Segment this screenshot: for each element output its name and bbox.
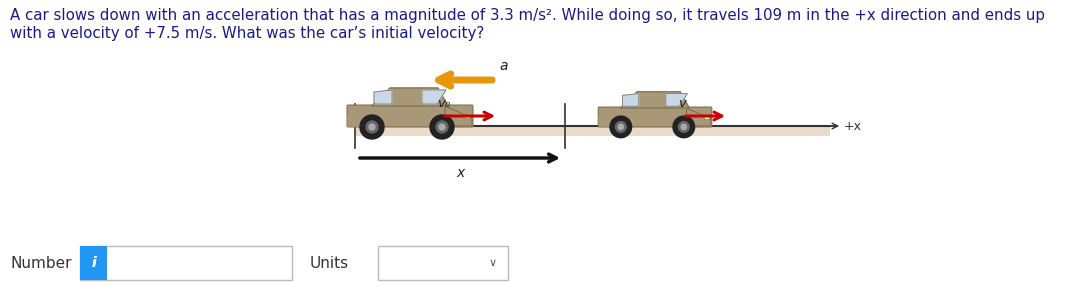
- Polygon shape: [621, 92, 689, 108]
- Text: a: a: [499, 59, 508, 73]
- Circle shape: [673, 116, 694, 138]
- Polygon shape: [348, 106, 360, 126]
- FancyBboxPatch shape: [80, 246, 107, 280]
- FancyBboxPatch shape: [703, 115, 709, 119]
- FancyBboxPatch shape: [464, 114, 470, 118]
- Polygon shape: [599, 108, 610, 126]
- Polygon shape: [374, 90, 392, 104]
- Polygon shape: [687, 108, 711, 126]
- FancyBboxPatch shape: [80, 246, 107, 280]
- Text: i: i: [91, 256, 95, 270]
- FancyBboxPatch shape: [355, 126, 830, 136]
- Circle shape: [618, 124, 624, 130]
- Polygon shape: [372, 88, 448, 106]
- Circle shape: [366, 121, 378, 133]
- Text: with a velocity of +7.5 m/s. What was the car’s initial velocity?: with a velocity of +7.5 m/s. What was th…: [10, 26, 484, 41]
- Circle shape: [436, 121, 448, 133]
- FancyBboxPatch shape: [347, 105, 473, 127]
- Circle shape: [681, 124, 687, 130]
- Text: Units: Units: [310, 255, 349, 271]
- FancyBboxPatch shape: [378, 246, 508, 280]
- Circle shape: [430, 115, 454, 139]
- Circle shape: [610, 116, 631, 138]
- Circle shape: [678, 122, 689, 132]
- Text: ∨: ∨: [489, 258, 497, 268]
- Polygon shape: [623, 94, 639, 106]
- Circle shape: [439, 124, 445, 130]
- Text: v: v: [678, 97, 686, 110]
- Text: i: i: [91, 256, 95, 270]
- FancyBboxPatch shape: [80, 246, 292, 280]
- Polygon shape: [422, 90, 446, 104]
- Text: +x: +x: [844, 119, 861, 133]
- Circle shape: [369, 124, 375, 130]
- Circle shape: [360, 115, 384, 139]
- Text: A car slows down with an acceleration that has a magnitude of 3.3 m/s². While do: A car slows down with an acceleration th…: [10, 8, 1045, 23]
- Polygon shape: [445, 106, 472, 126]
- Text: Number: Number: [10, 255, 72, 271]
- Text: x: x: [456, 166, 464, 180]
- Polygon shape: [666, 94, 688, 106]
- FancyBboxPatch shape: [598, 107, 712, 127]
- Text: v₀: v₀: [437, 97, 450, 110]
- Circle shape: [615, 122, 626, 132]
